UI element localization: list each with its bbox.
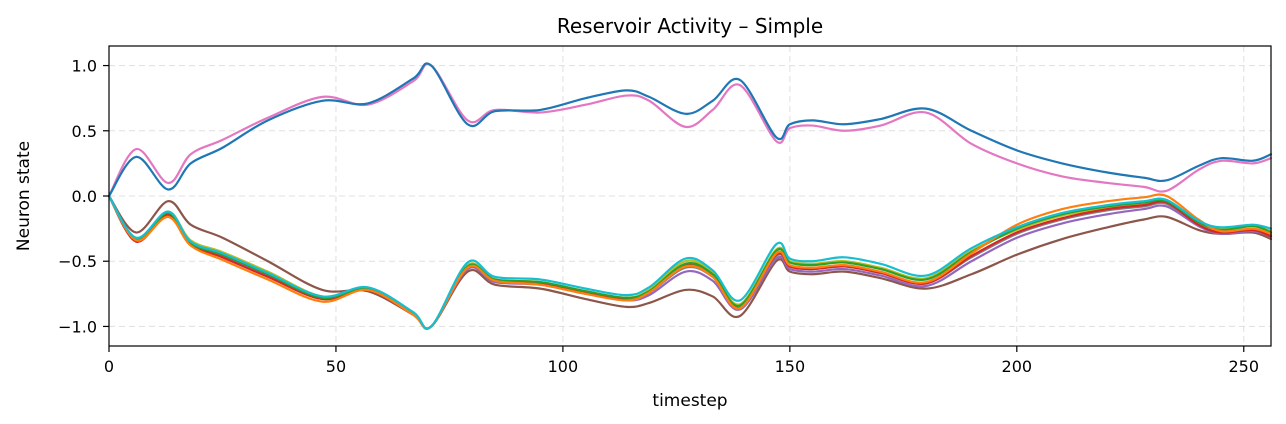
series-line [107,194,1273,330]
x-tick-label: 200 [1002,357,1033,376]
x-axis-label: timestep [652,391,727,411]
series-line [107,63,1273,198]
y-tick-label: −0.5 [58,252,97,271]
x-tick-label: 0 [104,357,114,376]
x-tick-label: 100 [548,357,579,376]
y-axis-label: Neuron state [14,141,34,251]
series-line [107,193,1273,330]
series-line [107,194,1273,330]
x-tick-label: 150 [775,357,806,376]
x-tick-label: 50 [326,357,346,376]
y-tick-label: 0.5 [72,122,97,141]
y-tick-label: 0.0 [72,187,97,206]
series-lines [107,62,1273,330]
y-tick-label: 1.0 [72,57,97,76]
y-tick-label: −1.0 [58,317,97,336]
y-axis-ticks: −1.0 −0.5 0.0 0.5 1.0 [58,57,109,336]
x-tick-label: 250 [1228,357,1259,376]
x-axis-ticks: 0 50 100 150 200 250 [104,346,1259,376]
series-line [107,62,1273,198]
series-line [107,194,1273,330]
chart-title: Reservoir Activity – Simple [557,14,823,38]
grid-lines [108,46,1271,346]
